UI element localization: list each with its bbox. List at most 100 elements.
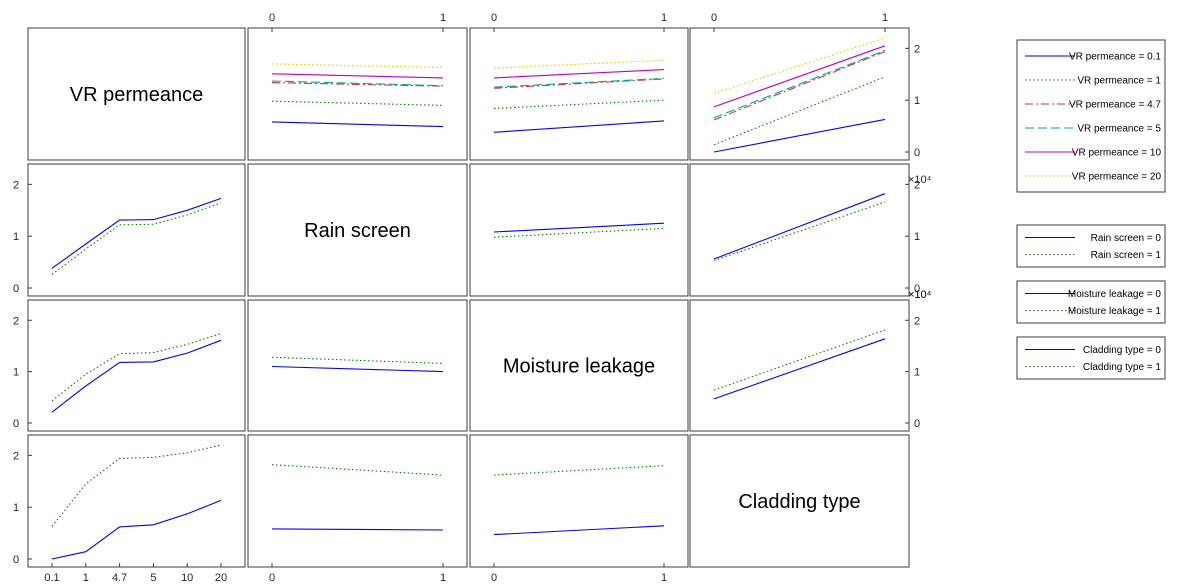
panel-frame-r0-c3 [689,27,910,161]
series-line-p6-s1 [51,333,222,402]
panel-frame-r3-c3 [689,434,910,568]
panel-frame-r3-c0 [27,434,246,568]
x-tick-label-bottom-c2-1: 1 [661,572,667,584]
exponent-label-0: ×10⁴ [908,174,932,186]
legend-label-3-1: Cladding type = 1 [1083,362,1162,373]
panel-frame-r3-c2 [469,434,689,568]
series-line-p2-s0 [713,118,886,153]
series-line-p11-s0 [493,525,665,536]
panel-frame-r0-c1 [247,27,468,161]
x-tick-label-bottom-c1-1: 1 [440,572,446,584]
panel-frame-r0-c2 [469,27,689,161]
x-tick-label-bottom-c0-5: 20 [215,572,227,584]
x-tick-label-top-c3-1: 1 [882,12,888,24]
series-line-p9-s1 [51,444,222,527]
panel-frame-r2-c3 [689,299,910,432]
series-line-p1-s1 [493,99,665,110]
legend-label-0-0: VR permeance = 0.1 [1069,52,1161,63]
series-line-p2-s2 [713,50,886,121]
series-line-p1-s4 [493,69,665,79]
y-tick-label-right-r1-2: 2 [914,179,920,191]
x-tick-label-bottom-c0-2: 4.7 [112,572,127,584]
series-line-p9-s0 [51,499,222,560]
legend-label-0-5: VR permeance = 20 [1072,172,1162,183]
series-line-p2-s1 [713,76,886,146]
series-line-p4-s1 [493,227,665,238]
legend-box-2 [1016,280,1166,324]
x-tick-label-bottom-c1-0: 0 [269,572,275,584]
series-line-p3-s1 [51,202,222,275]
series-line-p0-s2 [271,82,444,87]
series-line-p8-s0 [713,338,886,400]
y-tick-label-right-r1-0: 0 [914,283,920,295]
y-tick-label-left-r3-0: 0 [13,554,19,566]
y-tick-label-left-r2-0: 0 [13,418,19,430]
series-line-p0-s4 [271,73,444,79]
panel-frame-r1-c1 [247,163,468,297]
legend-label-1-0: Rain screen = 0 [1091,233,1162,244]
exponent-label-1: ×10⁴ [908,289,932,301]
y-tick-label-left-r1-0: 0 [13,283,19,295]
panel-frame-r3-c1 [247,434,468,568]
y-tick-label-left-r3-2: 2 [13,450,19,462]
y-tick-label-right-r2-2: 2 [914,315,920,327]
x-tick-label-top-c3-0: 0 [711,12,717,24]
x-tick-label-bottom-c0-3: 5 [150,572,156,584]
series-line-p1-s2 [493,78,665,89]
x-tick-label-bottom-c0-0: 0.1 [44,572,59,584]
series-line-p1-s3 [493,77,665,88]
panel-frame-r2-c2 [469,299,689,432]
series-line-p6-s0 [51,339,222,413]
exponent-label-2: ×10⁴ [908,289,932,301]
x-tick-label-bottom-c2-0: 0 [491,572,497,584]
x-tick-label-top-c1-1: 1 [440,12,446,24]
y-tick-label-left-r3-1: 1 [13,502,19,514]
series-line-p2-s3 [713,49,886,119]
diagonal-label-0: VR permeance [70,84,203,106]
series-line-p4-s0 [493,222,665,233]
legend-label-0-2: VR permeance = 4.7 [1069,100,1161,111]
legend-box-3 [1016,336,1166,380]
panel-frame-r2-c1 [247,299,468,432]
legend-label-0-3: VR permeance = 5 [1077,124,1161,135]
y-tick-label-right-r1-1: 1 [914,231,920,243]
y-tick-label-left-r1-2: 2 [13,179,19,191]
series-line-p1-s0 [493,120,665,133]
series-line-p5-s0 [713,193,886,260]
x-tick-label-bottom-c0-1: 1 [83,572,89,584]
y-tick-label-left-r1-1: 1 [13,231,19,243]
legend-label-0-4: VR permeance = 10 [1072,148,1162,159]
diagonal-label-2: Moisture leakage [503,356,655,378]
y-tick-label-right-r0-2: 2 [914,43,920,55]
panel-frame-r1-c0 [27,163,246,297]
x-tick-label-bottom-c0-4: 10 [181,572,193,584]
legend-box-1 [1016,224,1166,268]
legend-label-2-1: Moisture leakage = 1 [1068,306,1162,317]
series-line-p0-s3 [271,80,444,87]
y-tick-label-left-r2-1: 1 [13,367,19,379]
x-tick-label-top-c2-0: 0 [491,12,497,24]
x-tick-label-top-c1-0: 0 [269,12,275,24]
series-line-p1-s5 [493,59,665,69]
series-line-p3-s0 [51,197,222,269]
legend-label-1-1: Rain screen = 1 [1091,250,1162,261]
diagonal-label-3: Cladding type [738,491,860,513]
y-tick-label-right-r0-1: 1 [914,95,920,107]
panel-frame-r1-c2 [469,163,689,297]
panel-frame-r2-c0 [27,299,246,432]
series-line-p10-s0 [271,528,444,531]
y-tick-label-left-r2-2: 2 [13,315,19,327]
legend-label-3-0: Cladding type = 0 [1083,345,1162,356]
legend-label-2-0: Moisture leakage = 0 [1068,289,1162,300]
series-line-p10-s1 [271,464,444,476]
panel-frame-r0-c0 [27,27,246,161]
series-line-p11-s1 [493,465,665,476]
series-line-p7-s0 [271,365,444,373]
y-tick-label-right-r0-0: 0 [914,147,920,159]
series-line-p0-s0 [271,121,444,128]
y-tick-label-right-r2-0: 0 [914,418,920,430]
diagonal-label-1: Rain screen [304,220,411,242]
legend-label-0-1: VR permeance = 1 [1077,76,1161,87]
series-line-p2-s4 [713,45,886,108]
